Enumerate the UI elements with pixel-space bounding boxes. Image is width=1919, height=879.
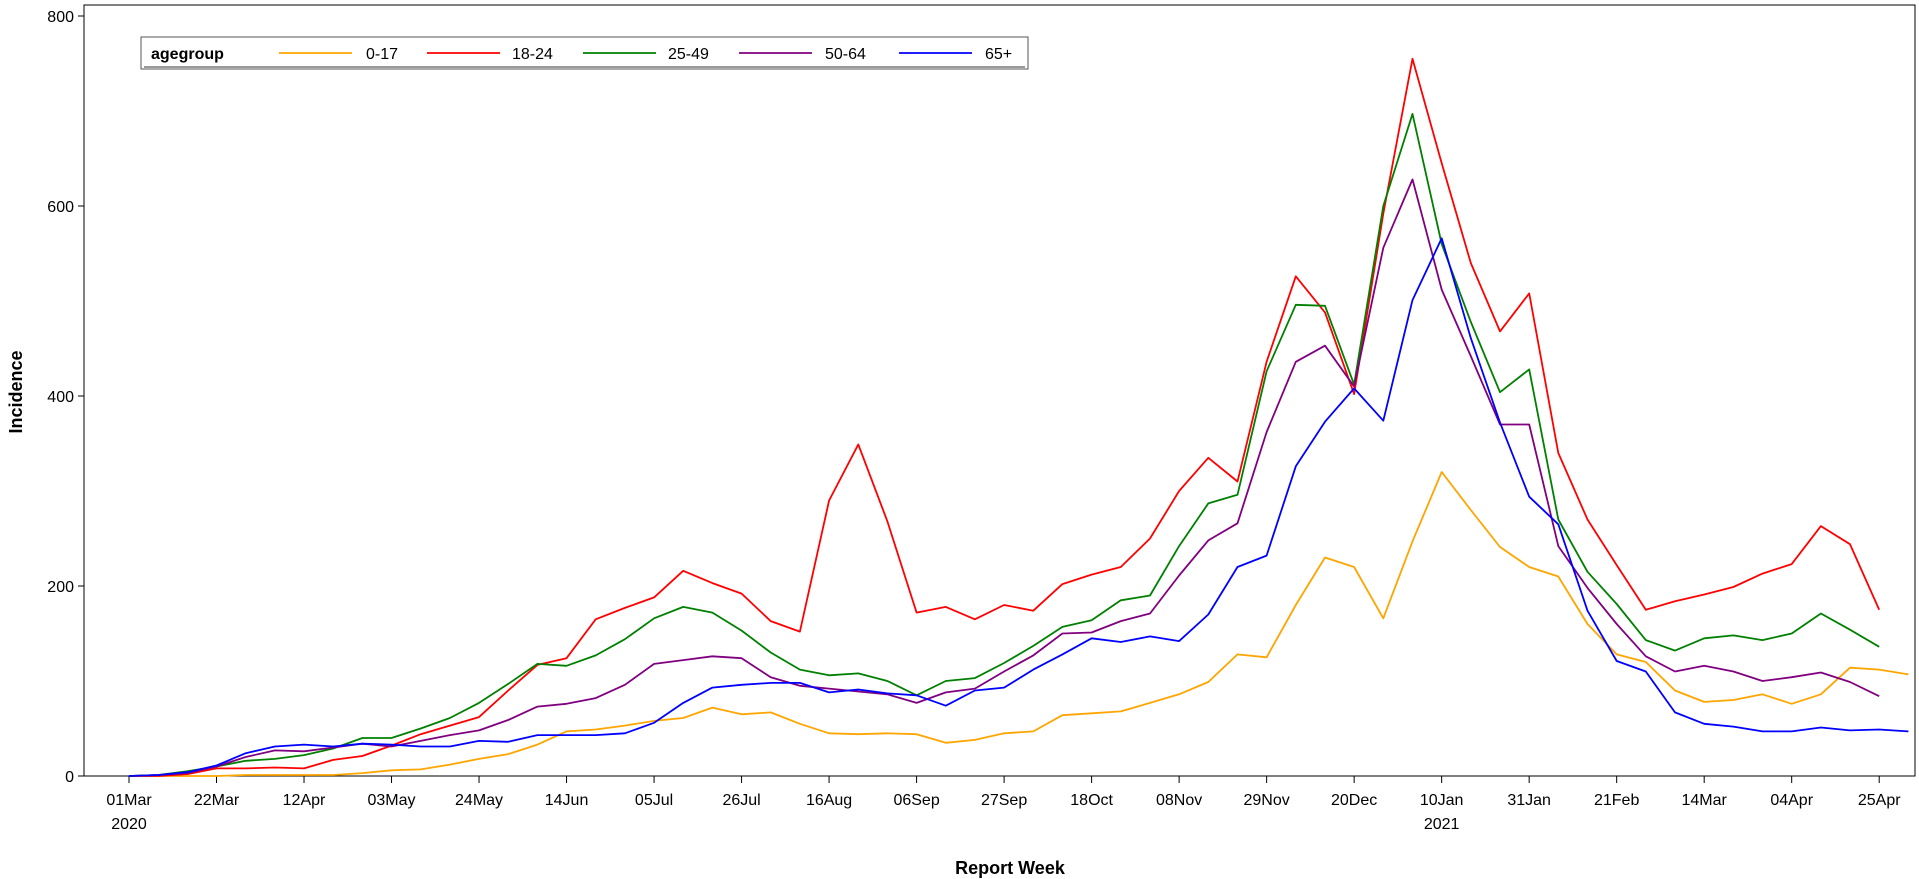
- x-tick-label: 22Mar: [194, 792, 240, 809]
- plot-frame: [83, 4, 1916, 777]
- x-tick-label: 18Oct: [1070, 792, 1113, 809]
- x-tick-label: 24May: [455, 792, 503, 809]
- legend-label-0-17: 0-17: [366, 46, 398, 63]
- series-line-0-17: [129, 471, 1909, 777]
- y-tick-label: 400: [47, 389, 74, 406]
- series-line-18-24: [129, 57, 1881, 777]
- x-tick-label: 06Sep: [893, 792, 939, 809]
- series-line-25-49: [128, 113, 1880, 777]
- legend-label-18-24: 18-24: [512, 46, 553, 63]
- y-axis: 0 200 400 600 800: [47, 9, 84, 786]
- legend-label-65+: 65+: [985, 46, 1012, 63]
- x-tick-label: 08Nov: [1156, 792, 1202, 809]
- x-tick-label: 26Jul: [722, 792, 760, 809]
- x-tick-label: 29Nov: [1244, 792, 1290, 809]
- x-tick-label: 27Sep: [981, 792, 1027, 809]
- series-line-50-64: [128, 178, 1880, 777]
- x-tick-label: 01Mar: [106, 792, 152, 809]
- x-tick-label: 04Apr: [1770, 792, 1813, 809]
- x-tick-label: 12Apr: [283, 792, 326, 809]
- y-tick-label: 600: [47, 199, 74, 216]
- x-tick-label: 16Aug: [806, 792, 852, 809]
- x-year-label: 2021: [1424, 816, 1460, 833]
- x-tick-label: 21Feb: [1594, 792, 1639, 809]
- series-line-65+: [128, 237, 1909, 777]
- x-tick-label: 14Jun: [545, 792, 589, 809]
- x-tick-label: 31Jan: [1507, 792, 1551, 809]
- series-layer: [128, 57, 1909, 777]
- y-tick-label: 800: [47, 9, 74, 26]
- x-tick-label: 25Apr: [1858, 792, 1901, 809]
- x-tick-label: 20Dec: [1331, 792, 1377, 809]
- y-tick-label: 200: [47, 579, 74, 596]
- x-axis: 01Mar 22Mar 12Apr 03May 24May 14Jun 05Jul 26Jul…: [106, 776, 1901, 833]
- x-tick-label: 05Jul: [635, 792, 673, 809]
- y-tick-label: 0: [65, 769, 74, 786]
- x-year-label: 2020: [111, 816, 147, 833]
- x-tick-label: 14Mar: [1682, 792, 1728, 809]
- legend-title: agegroup: [151, 46, 224, 63]
- y-axis-title: Incidence: [6, 350, 26, 433]
- x-axis-title: Report Week: [955, 858, 1066, 878]
- legend-label-25-49: 25-49: [668, 46, 709, 63]
- x-tick-label: 10Jan: [1420, 792, 1464, 809]
- x-tick-label: 03May: [368, 792, 416, 809]
- legend-label-50-64: 50-64: [825, 46, 866, 63]
- legend: agegroup 0-17 18-24 25-49 50-64 65+: [140, 36, 1029, 70]
